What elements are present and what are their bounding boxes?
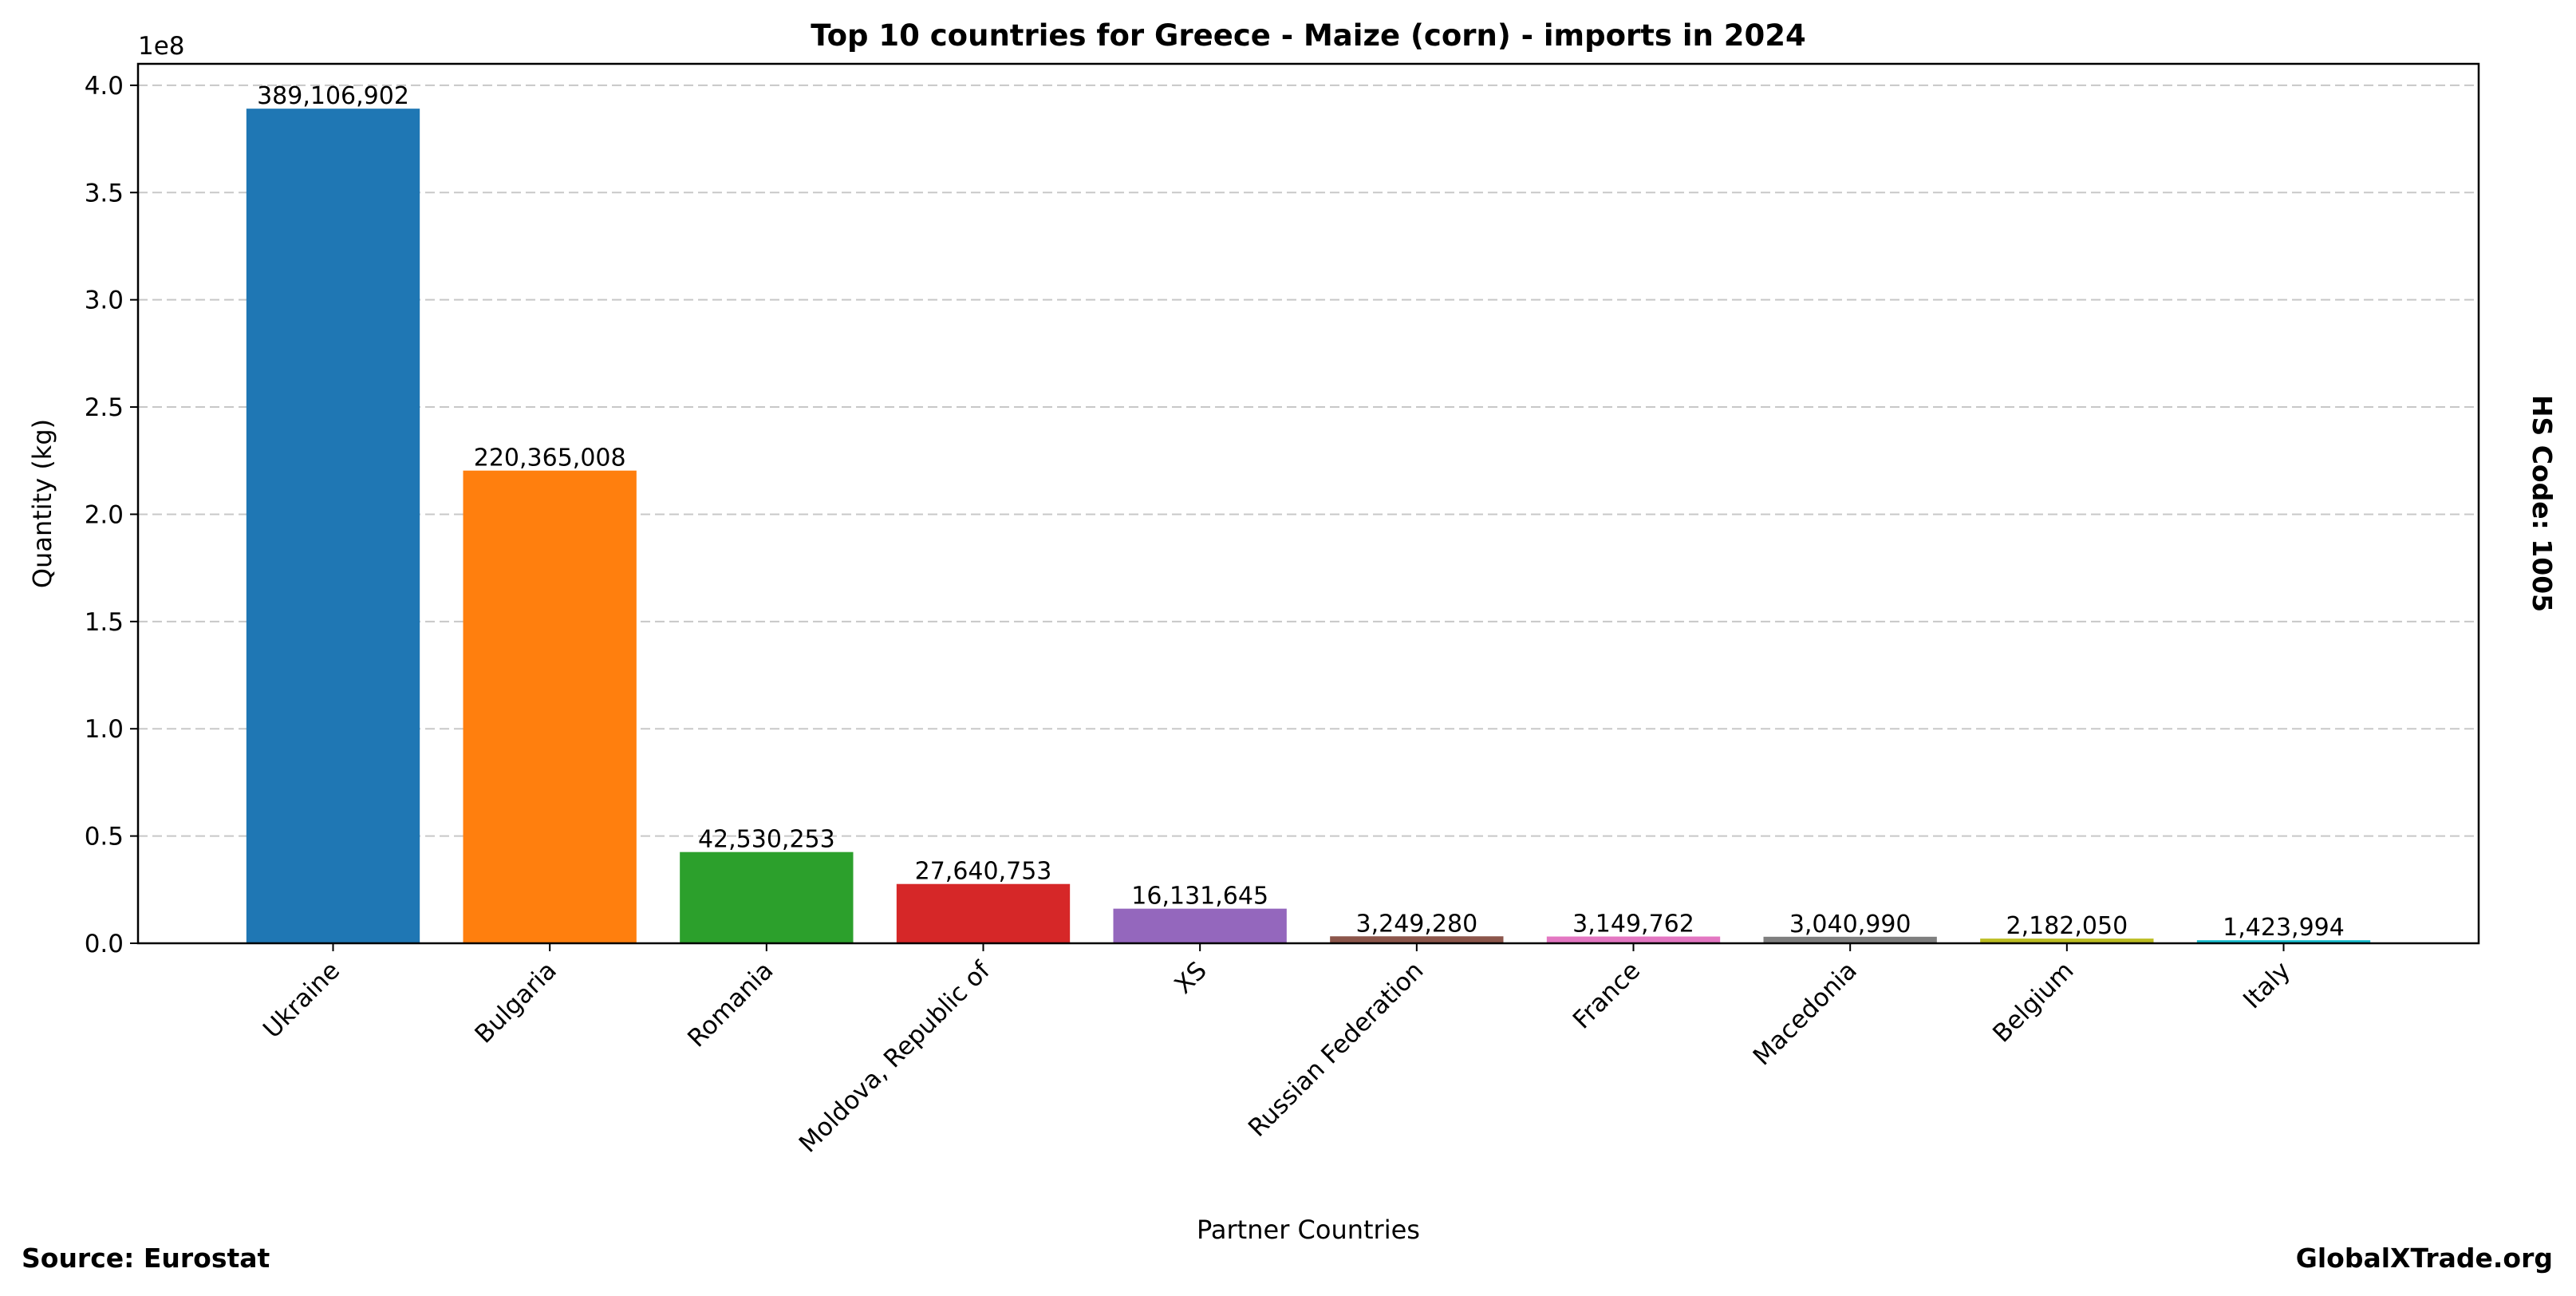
hs-code-label: HS Code: 1005	[2527, 395, 2558, 612]
x-tick-label: Moldova, Republic of	[794, 955, 996, 1158]
watermark: GlobalXTrade.org	[2296, 1243, 2553, 1274]
bar-value-label: 27,640,753	[915, 858, 1052, 886]
bar-value-label: 389,106,902	[257, 82, 409, 110]
bars	[246, 109, 2371, 943]
bar-macedonia	[1763, 936, 1937, 943]
bar-value-label: 3,249,280	[1355, 910, 1477, 938]
bar-value-label: 42,530,253	[698, 826, 835, 854]
y-tick-label: 2.5	[85, 393, 124, 422]
bar-value-label: 3,149,762	[1572, 911, 1694, 938]
bar-italy	[2196, 940, 2371, 943]
bar-xs	[1113, 908, 1287, 943]
bar-russian-federation	[1330, 936, 1504, 943]
bar-ukraine	[246, 109, 420, 943]
x-axis-label: Partner Countries	[1197, 1215, 1420, 1245]
y-tick-label: 3.5	[85, 179, 124, 207]
x-axis-ticks: Ukraine Bulgaria Romania Moldova, Republic …	[258, 943, 2296, 1159]
y-tick-label: 0.0	[85, 930, 124, 958]
bar-value-label: 1,423,994	[2223, 914, 2345, 942]
plot-frame	[136, 62, 2480, 945]
x-tick-label: Belgium	[1987, 956, 2079, 1048]
y-tick-label: 0.5	[85, 823, 124, 851]
bar-moldova-republic-of	[896, 883, 1071, 943]
bar-bulgaria	[463, 470, 637, 943]
x-tick-label: Macedonia	[1748, 956, 1863, 1071]
bar-value-label: 3,040,990	[1789, 911, 1911, 938]
source-label: Source: Eurostat	[22, 1243, 270, 1274]
bar-france	[1546, 936, 1721, 943]
y-tick-label: 1.5	[85, 608, 124, 637]
y-axis-ticks: 0.0 0.5 1.0 1.5 2.0 2.5 3.0 3.5 4.0	[85, 72, 138, 958]
x-tick-label: Bulgaria	[469, 956, 562, 1049]
y-offset-label: 1e8	[138, 32, 185, 61]
y-tick-label: 2.0	[85, 500, 124, 529]
bar-belgium	[1980, 938, 2154, 943]
bar-value-label: 2,182,050	[2006, 912, 2128, 940]
bar-value-labels: 389,106,902 220,365,008 42,530,253 27,640,7…	[257, 82, 2345, 942]
bar-romania	[680, 851, 854, 943]
x-tick-label: France	[1568, 956, 1646, 1034]
x-tick-label: XS	[1169, 956, 1212, 999]
bar-value-label: 220,365,008	[474, 445, 626, 472]
bar-value-label: 16,131,645	[1131, 883, 1268, 911]
chart-title: Top 10 countries for Greece - Maize (cor…	[811, 18, 1805, 53]
y-axis-label: Quantity (kg)	[27, 419, 57, 588]
y-tick-label: 3.0	[85, 286, 124, 315]
x-tick-label: Romania	[682, 956, 779, 1053]
x-tick-label: Italy	[2238, 956, 2296, 1014]
y-tick-label: 1.0	[85, 715, 124, 744]
y-tick-label: 4.0	[85, 72, 124, 101]
x-tick-label: Ukraine	[258, 956, 345, 1044]
x-tick-label: Russian Federation	[1243, 956, 1430, 1143]
